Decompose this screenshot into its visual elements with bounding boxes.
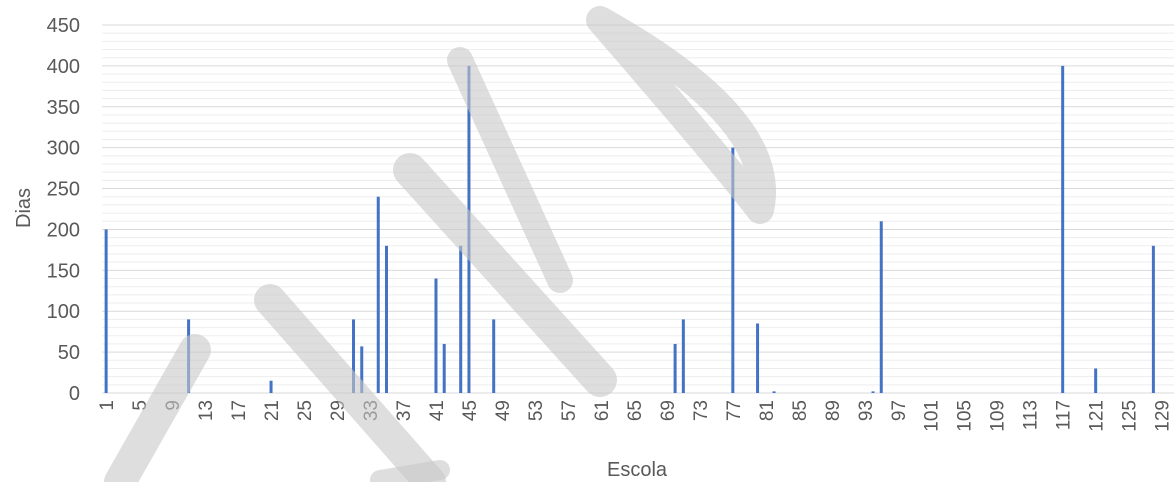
x-tick-label: 93: [856, 400, 877, 421]
x-tick-label: 37: [394, 400, 415, 421]
bar: [360, 346, 364, 393]
x-tick-label: 41: [427, 400, 448, 421]
bar: [442, 343, 446, 393]
bar: [492, 319, 496, 393]
bar: [384, 245, 388, 393]
x-axis-title: Escola: [607, 459, 668, 481]
y-tick-label: 50: [58, 342, 80, 364]
x-tick-label: 61: [592, 400, 613, 421]
y-tick-label: 300: [47, 138, 80, 160]
x-tick-label: 113: [1021, 400, 1042, 430]
gridlines: [102, 24, 1174, 394]
bar: [1094, 368, 1098, 393]
bar: [434, 278, 438, 393]
x-tick-label: 117: [1054, 400, 1075, 430]
x-tick-label: 125: [1120, 400, 1141, 432]
x-tick-label: 69: [658, 400, 679, 421]
x-tick-label: 129: [1153, 400, 1174, 432]
bar: [467, 65, 471, 393]
bar: [1151, 245, 1155, 393]
bar: [681, 319, 685, 393]
y-tick-label: 350: [47, 97, 80, 119]
x-tick-label: 65: [625, 400, 646, 421]
bar: [269, 380, 273, 393]
y-axis-ticks: 0 50 100 150 200 250 300 350 400 450: [47, 15, 80, 405]
x-tick-label: 97: [889, 400, 910, 421]
x-tick-label: 77: [724, 400, 745, 421]
bar: [376, 196, 380, 393]
bar: [352, 319, 356, 393]
bar: [673, 343, 677, 393]
x-tick-label: 73: [691, 400, 712, 421]
x-tick-label: 121: [1087, 400, 1108, 432]
y-axis-title: Dias: [13, 188, 35, 228]
x-tick-label: 45: [460, 400, 481, 421]
x-tick-label: 1: [97, 400, 118, 411]
x-tick-label: 9: [163, 400, 184, 411]
x-tick-label: 105: [955, 400, 976, 432]
bar: [731, 147, 735, 393]
x-tick-label: 109: [988, 400, 1009, 432]
x-tick-label: 53: [526, 400, 547, 421]
bar: [459, 245, 463, 393]
x-axis-ticks: 1 5 9 13 17 21 25 29 33 37 41 45 49 53 57 61 65 69 73 77 81 8…: [97, 400, 1174, 432]
bar: [871, 391, 875, 393]
y-tick-label: 0: [69, 383, 80, 405]
bar: [1061, 65, 1065, 393]
y-tick-label: 400: [47, 56, 80, 78]
y-tick-label: 450: [47, 15, 80, 37]
x-tick-label: 89: [823, 400, 844, 421]
x-tick-label: 85: [790, 400, 811, 421]
x-tick-label: 81: [757, 400, 778, 421]
x-tick-label: 17: [229, 400, 250, 421]
x-tick-label: 57: [559, 400, 580, 421]
y-tick-label: 200: [47, 219, 80, 241]
y-tick-label: 150: [47, 260, 80, 282]
x-tick-label: 5: [130, 400, 151, 411]
y-tick-label: 100: [47, 301, 80, 323]
bar: [756, 323, 760, 393]
x-tick-label: 49: [493, 400, 514, 421]
y-tick-label: 250: [47, 179, 80, 201]
bar: [104, 229, 108, 393]
bar: [879, 221, 883, 393]
x-tick-label: 13: [196, 400, 217, 421]
bar: [187, 319, 191, 393]
x-tick-label: 101: [922, 400, 943, 432]
x-tick-label: 25: [295, 400, 316, 421]
bar: [772, 391, 776, 393]
x-tick-label: 33: [361, 400, 382, 421]
x-tick-label: 29: [328, 400, 349, 421]
x-tick-label: 21: [262, 400, 283, 421]
